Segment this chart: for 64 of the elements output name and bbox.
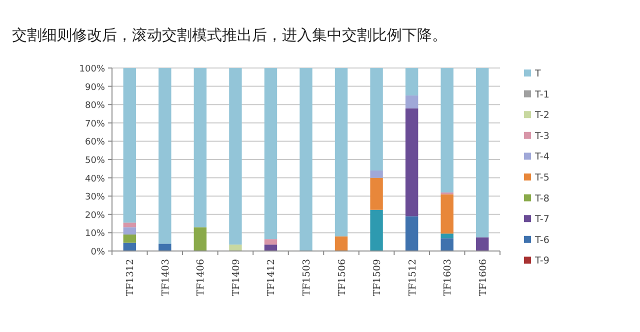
legend-label: T-8 — [534, 193, 550, 204]
bar — [123, 227, 136, 235]
bar — [370, 178, 383, 210]
x-tick-label: TF1409 — [230, 259, 242, 296]
x-tick-label: TF1506 — [336, 259, 348, 296]
bar — [194, 68, 207, 228]
chart-title: 交割细则修改后，滚动交割模式推出后，进入集中交割比例下降。 — [12, 26, 447, 44]
bar — [123, 234, 136, 243]
bar — [370, 210, 383, 251]
x-tick-label: TF1512 — [407, 259, 418, 296]
bar — [264, 239, 278, 245]
bar — [405, 68, 418, 96]
x-tick-label: TF1406 — [196, 259, 207, 296]
legend-label: T-3 — [534, 130, 550, 142]
bar — [123, 222, 136, 228]
legend-label: T-5 — [534, 172, 550, 184]
y-tick-label: 90% — [84, 82, 106, 93]
bar — [300, 68, 312, 251]
x-tick-label: TF1503 — [302, 259, 312, 296]
y-tick-label: 80% — [84, 101, 106, 112]
x-tick-label: TF1412 — [266, 259, 278, 296]
legend-label: T-7 — [534, 214, 550, 226]
x-tick-label: TF1509 — [372, 259, 384, 296]
bar — [440, 194, 454, 234]
bar — [440, 234, 454, 238]
bar — [158, 244, 172, 251]
y-tick-label: 40% — [84, 174, 106, 184]
bar — [194, 227, 207, 251]
bar — [123, 242, 136, 251]
bar — [370, 68, 383, 170]
bar — [440, 68, 454, 192]
legend-label: T-4 — [534, 152, 550, 163]
legend-label: T — [534, 68, 541, 80]
bar — [440, 238, 454, 251]
y-tick-label: 50% — [84, 156, 106, 166]
bar — [334, 68, 348, 236]
x-tick-label: TF1403 — [160, 259, 172, 296]
bar — [123, 68, 136, 223]
bar — [334, 236, 348, 251]
bar — [405, 108, 418, 216]
bar — [264, 68, 278, 240]
bar — [158, 68, 172, 244]
bar — [229, 244, 242, 251]
x-tick-label: TF1312 — [125, 259, 136, 296]
legend-label: T-2 — [534, 110, 550, 122]
bar — [264, 244, 278, 251]
y-tick-label: 10% — [84, 229, 106, 240]
y-tick-label: 100% — [79, 64, 106, 74]
y-tick-label: 30% — [84, 192, 106, 203]
bar — [476, 237, 489, 251]
bar — [476, 68, 489, 238]
bar — [405, 95, 418, 108]
bar — [405, 216, 418, 251]
x-tick-label: TF1603 — [442, 259, 454, 296]
y-tick-label: 70% — [84, 119, 106, 130]
x-tick-label: TF1606 — [478, 259, 489, 296]
legend-label: T-1 — [534, 89, 550, 100]
y-tick-label: 20% — [84, 210, 106, 221]
bar — [229, 68, 242, 245]
legend-label: T-9 — [534, 256, 550, 267]
bar — [370, 170, 383, 178]
y-tick-label: 0% — [90, 248, 106, 258]
y-tick-label: 60% — [84, 138, 106, 148]
legend-label: T-6 — [534, 234, 550, 246]
